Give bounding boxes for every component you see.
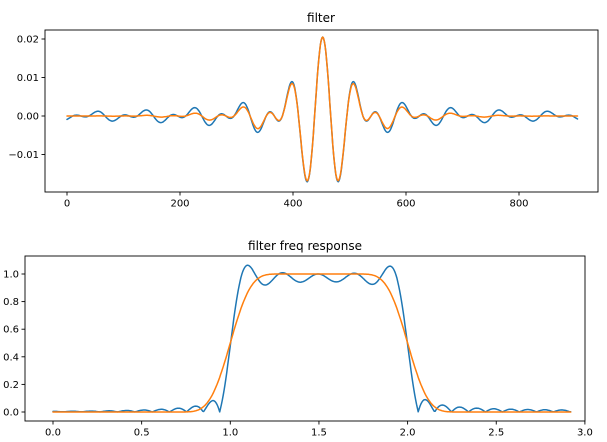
x-tick-label: 1.0 — [222, 428, 238, 439]
x-tick-label: 0.5 — [134, 428, 150, 439]
y-tick-label: 0.6 — [3, 325, 19, 336]
bottom-axes-frame — [24, 255, 586, 422]
x-tick-label: 2.5 — [488, 428, 504, 439]
x-tick-label: 2.0 — [400, 428, 416, 439]
y-tick-label: 0.02 — [17, 35, 39, 46]
y-tick-label: 0.8 — [3, 297, 19, 308]
y-tick-label: 0.2 — [3, 380, 19, 391]
y-tick-label: 0.0 — [3, 408, 19, 419]
top-axes-frame — [44, 29, 599, 193]
y-tick-label: 0.00 — [17, 112, 39, 123]
axes-filter-impulse: filter 0 200 400 600 800 −0.01 0.00 0.01 0.02 — [8, 11, 599, 210]
x-tick-label: 0 — [64, 199, 70, 210]
y-tick-label: 1.0 — [3, 270, 19, 281]
y-tick-label: 0.01 — [17, 73, 39, 84]
freq-response-curve-orange — [52, 273, 572, 413]
x-tick-label: 600 — [396, 199, 415, 210]
x-tick-label: 1.5 — [311, 428, 327, 439]
bottom-plot-title: filter freq response — [248, 239, 362, 253]
freq-response-curve-blue — [52, 264, 572, 413]
x-tick-label: 200 — [170, 199, 189, 210]
bottom-axes-ticks: 0.0 0.5 1.0 1.5 2.0 2.5 3.0 0.0 0.2 0.4 0.6 0.8 1.0 — [3, 270, 593, 439]
x-tick-label: 400 — [283, 199, 302, 210]
y-tick-label: 0.4 — [3, 352, 19, 363]
x-tick-label: 3.0 — [577, 428, 593, 439]
y-tick-label: −0.01 — [8, 150, 39, 161]
axes-filter-freq-response: filter freq response 0.0 0.5 1.0 1.5 2.0 2.5 3… — [3, 239, 593, 439]
top-plot-title: filter — [307, 11, 335, 25]
x-tick-label: 0.0 — [45, 428, 61, 439]
x-tick-label: 800 — [509, 199, 528, 210]
impulse-response-curve-blue — [66, 36, 579, 183]
top-axes-ticks: 0 200 400 600 800 −0.01 0.00 0.01 0.02 — [8, 35, 528, 210]
impulse-response-curve-orange — [66, 36, 579, 182]
